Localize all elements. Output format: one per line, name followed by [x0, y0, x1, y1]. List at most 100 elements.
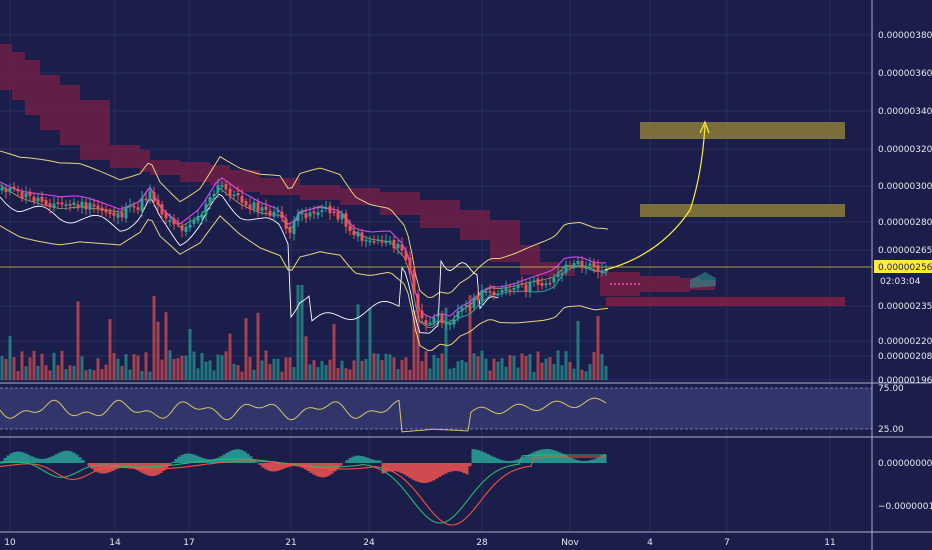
macd-histogram-bar	[480, 451, 484, 463]
volume-bar	[336, 368, 340, 380]
candle-body	[432, 317, 436, 324]
volume-bar	[96, 358, 100, 380]
candle-body	[136, 207, 140, 210]
volume-bar	[80, 356, 84, 380]
candle-body	[264, 206, 268, 211]
candle-body	[340, 213, 344, 220]
candle-body	[532, 280, 536, 283]
candle-body	[280, 211, 284, 219]
volume-bar	[320, 360, 324, 380]
price-axis[interactable]: 0.00000380 0.00000360 0.00000340 0.00000320…	[878, 31, 932, 512]
candle-body	[444, 323, 448, 325]
signal-line	[0, 193, 499, 334]
macd-histogram-bar	[234, 449, 238, 463]
volume-bar	[104, 364, 108, 380]
candle-body	[116, 213, 120, 218]
candle-body	[396, 243, 400, 249]
candle-body	[568, 265, 572, 267]
candle-body	[244, 201, 248, 206]
candle-body	[392, 240, 396, 249]
volume-bar	[296, 285, 300, 380]
candle-body	[356, 231, 360, 237]
volume-bar	[540, 362, 544, 380]
macd-histogram-bar	[309, 463, 313, 473]
candle-body	[540, 282, 544, 286]
volume-bar	[508, 355, 512, 380]
candle-body	[564, 264, 568, 273]
macd-histogram-bar	[189, 453, 193, 463]
volume-bar	[116, 358, 120, 380]
volume-bar	[100, 369, 104, 380]
volume-bar	[244, 318, 248, 380]
macd-histogram-bar	[228, 451, 232, 463]
macd-histogram-bar	[387, 463, 391, 472]
volume-bar	[376, 353, 380, 380]
candle-body	[400, 244, 404, 251]
macd-histogram-bar	[264, 463, 268, 470]
macd-histogram-bar	[36, 458, 40, 463]
macd-histogram-bar	[477, 450, 481, 463]
macd-histogram-bar	[72, 452, 76, 463]
macd-histogram-bar	[63, 450, 67, 463]
volume-bar	[528, 353, 532, 380]
candle-body	[104, 209, 108, 213]
macd-histogram-bar	[210, 459, 214, 463]
candle-body	[552, 277, 556, 283]
macd-histogram-bar	[591, 459, 595, 463]
macd-histogram-bar	[18, 451, 22, 463]
volume-bar	[24, 366, 28, 380]
candle-body	[512, 288, 516, 291]
support-zone[interactable]	[606, 297, 845, 306]
candle-body	[468, 306, 472, 310]
macd-histogram-bar	[93, 463, 97, 471]
projection-curve[interactable]	[604, 124, 706, 271]
price-tick-label: 0.00000265	[878, 246, 932, 256]
candle-body	[600, 270, 604, 273]
volume-bar	[56, 365, 60, 380]
volume-bar	[32, 350, 36, 380]
volume-bar	[52, 352, 56, 380]
volume-bar	[360, 360, 364, 380]
macd-histogram-bar	[132, 463, 136, 469]
upper-target-zone[interactable]	[640, 122, 845, 139]
macd-histogram-bar	[237, 449, 241, 463]
time-tick-label: Nov	[561, 538, 579, 548]
candle-body	[40, 196, 44, 202]
volume-bar	[120, 365, 124, 380]
volume-bar	[84, 370, 88, 380]
candle-body	[152, 192, 156, 202]
candle-body	[524, 284, 528, 292]
candle-body	[248, 204, 252, 210]
volume-bar	[496, 361, 500, 380]
candle-body	[588, 263, 592, 266]
candle-body	[28, 191, 32, 196]
macd-histogram-bar	[324, 463, 328, 477]
candle-body	[48, 203, 52, 208]
macd-histogram-bar	[51, 455, 55, 463]
volume-bar	[364, 358, 368, 380]
candle-body	[216, 185, 220, 193]
countdown-timer: 02:03:04	[880, 277, 921, 287]
candle-body	[404, 250, 408, 260]
macd-histogram-bar	[594, 458, 598, 463]
volume-bar	[556, 350, 560, 380]
macd-histogram-bar	[246, 453, 250, 463]
volume-bar	[424, 351, 428, 380]
macd-histogram-bar	[396, 463, 400, 472]
time-axis[interactable]: 10 14 17 21 24 28 Nov 4 7 11	[4, 538, 835, 548]
candle-body	[96, 205, 100, 209]
volume-bar	[252, 369, 256, 380]
candle-body	[56, 202, 60, 204]
lower-target-zone[interactable]	[640, 204, 845, 217]
macd-histogram-bar	[528, 453, 532, 463]
projection-arrow[interactable]	[604, 120, 710, 271]
volume-bar	[588, 364, 592, 380]
candle-body	[376, 239, 380, 241]
candle-body	[500, 290, 504, 293]
macd-histogram-bar	[546, 449, 550, 463]
macd-tick-label: −0.00000010	[878, 502, 932, 512]
candle-body	[508, 289, 512, 291]
macd-histogram-bar	[243, 451, 247, 463]
